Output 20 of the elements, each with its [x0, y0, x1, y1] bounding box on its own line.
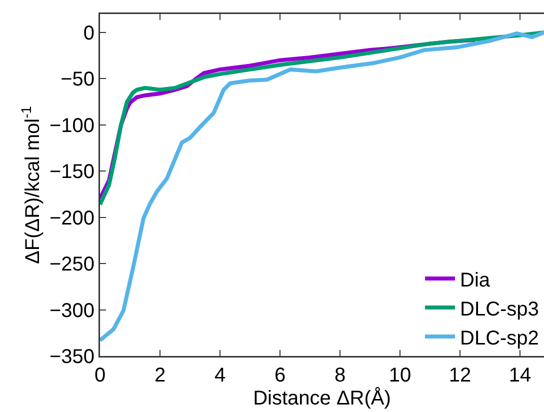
- y-tick-label: −100: [49, 114, 94, 137]
- y-tick-label: −200: [49, 207, 94, 230]
- x-tick-label: 14: [508, 364, 532, 386]
- legend-label: DLC-sp2: [460, 327, 539, 350]
- x-tick-label: 4: [214, 364, 226, 386]
- y-tick-label: 0: [83, 22, 94, 44]
- x-tick-label: 8: [334, 364, 346, 386]
- y-tick-label: −350: [49, 346, 94, 368]
- x-tick-label: 12: [448, 364, 472, 386]
- y-tick-label: −150: [49, 161, 94, 184]
- x-tick-label: 6: [274, 364, 286, 386]
- legend-label: Dia: [460, 269, 491, 292]
- y-tick-label: −300: [49, 300, 94, 322]
- x-axis-title: Distance ΔR(Å): [253, 386, 391, 410]
- x-tick-label: 2: [154, 364, 166, 386]
- y-tick-label: −250: [49, 254, 94, 276]
- x-tick-label: 10: [388, 364, 412, 386]
- y-tick-label: −50: [60, 68, 94, 91]
- legend-label: DLC-sp3: [460, 298, 539, 320]
- line-series: [100, 30, 544, 206]
